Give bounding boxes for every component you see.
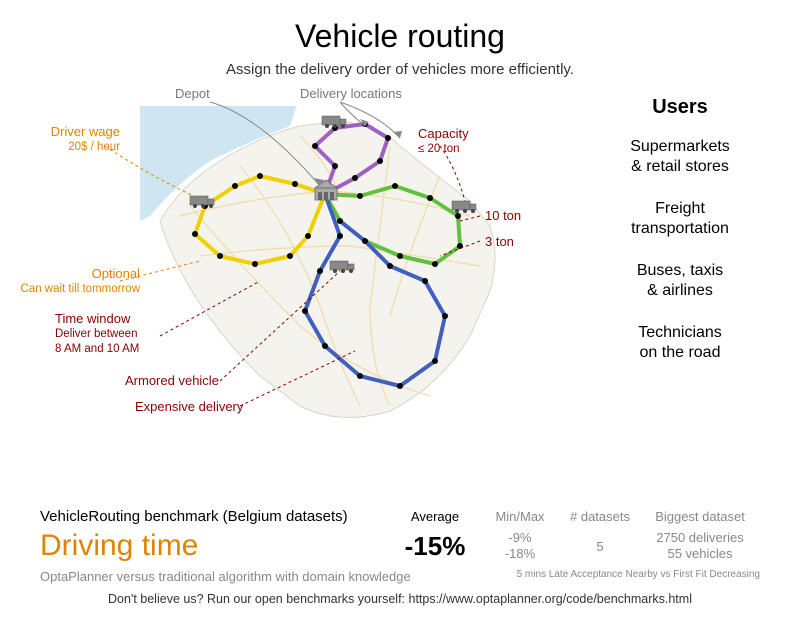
user-item: Technicianson the road	[590, 323, 770, 363]
annot-optional: Optional Can wait till tommorrow	[10, 266, 140, 297]
annot-three-ton: 3 ton	[485, 234, 514, 250]
user-item: Buses, taxis& airlines	[590, 261, 770, 301]
annot-depot: Depot	[175, 86, 210, 102]
page-title: Vehicle routing	[0, 18, 800, 55]
col-minmax: Min/Max	[480, 509, 560, 524]
col-datasets: # datasets	[560, 509, 640, 524]
val-minmax: -9% -18%	[480, 530, 560, 561]
main-area: Depot Delivery locations Driver wage 20$…	[0, 86, 800, 446]
footer-text: Don't believe us? Run our open benchmark…	[0, 592, 800, 606]
benchmark-sub-right: 5 mins Late Acceptance Nearby vs First F…	[517, 569, 760, 584]
benchmark-sub-left: OptaPlanner versus traditional algorithm…	[40, 569, 411, 584]
annot-time-window: Time window Deliver between 8 AM and 10 …	[55, 311, 139, 356]
benchmark-title: VehicleRouting benchmark (Belgium datase…	[40, 508, 390, 525]
annot-armored: Armored vehicle	[125, 373, 219, 389]
truck-icon	[452, 201, 476, 213]
users-panel: Users Supermarkets& retail stores Freigh…	[590, 96, 770, 385]
benchmark-metric: Driving time	[40, 529, 390, 563]
users-title: Users	[590, 96, 770, 119]
annot-capacity: Capacity ≤ 20 ton	[418, 126, 469, 157]
val-datasets: 5	[560, 539, 640, 554]
truck-icon	[322, 116, 346, 128]
benchmark-section: VehicleRouting benchmark (Belgium datase…	[40, 508, 760, 584]
user-item: Freighttransportation	[590, 199, 770, 239]
annot-driver-wage: Driver wage 20$ / hour	[25, 124, 120, 155]
page-subtitle: Assign the delivery order of vehicles mo…	[0, 61, 800, 78]
annot-expensive: Expensive delivery	[135, 399, 243, 415]
col-average: Average	[390, 509, 480, 524]
user-item: Supermarkets& retail stores	[590, 137, 770, 177]
annot-ten-ton: 10 ton	[485, 208, 521, 224]
col-biggest: Biggest dataset	[640, 509, 760, 524]
annot-delivery-locations: Delivery locations	[300, 86, 402, 102]
val-average: -15%	[390, 531, 480, 562]
val-biggest: 2750 deliveries 55 vehicles	[640, 530, 760, 561]
